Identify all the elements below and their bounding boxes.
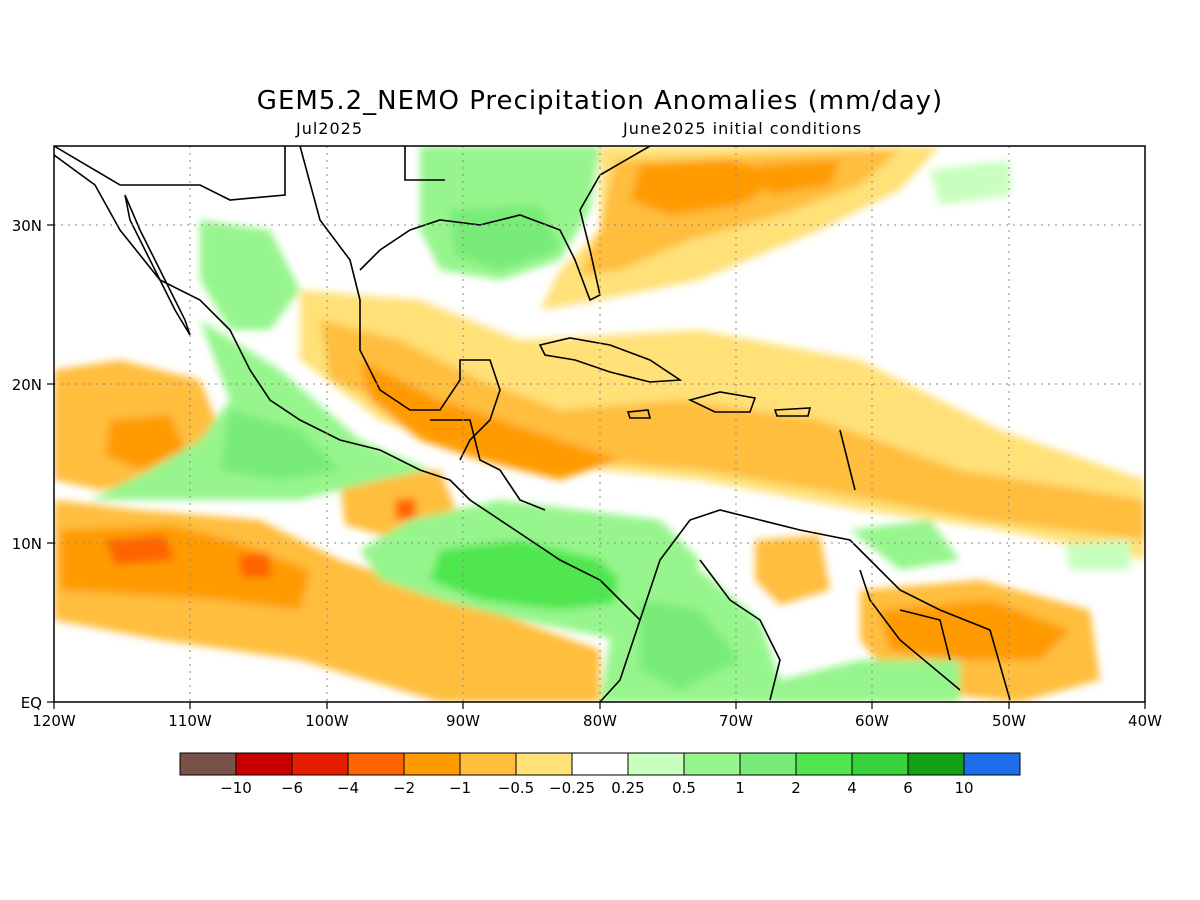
us-mexico-border: [54, 146, 445, 201]
colorbar-label: −0.25: [549, 779, 595, 797]
colorbar-label: 2: [791, 779, 801, 797]
atlantic-dry-max-2: [760, 160, 840, 195]
colorbar-swatch: [179, 752, 237, 776]
colorbar-label: −4: [337, 779, 359, 797]
us-gulf-coast: [359, 146, 651, 302]
pacific-wet-core: [220, 410, 340, 480]
colorbar-label: 4: [847, 779, 857, 797]
hispaniola: [687, 391, 757, 413]
colorbar-label: −0.5: [498, 779, 534, 797]
colorbar-label: 0.5: [672, 779, 696, 797]
lon-label-80w: 80W: [583, 712, 617, 730]
south-america-north-coast: [639, 509, 1011, 701]
lesser-antilles: [839, 429, 856, 491]
colorbar-label: −2: [393, 779, 415, 797]
caribbean-wet-east: [850, 520, 960, 570]
colorbar-swatch: [235, 752, 293, 776]
pacific-dry-max-1: [105, 535, 175, 565]
lon-label-70w: 70W: [719, 712, 753, 730]
valid-month-label: Jul2025: [296, 119, 364, 138]
colorbar-swatch: [963, 752, 1021, 776]
colorbar-swatch: [347, 752, 405, 776]
lon-label-120w: 120W: [32, 712, 76, 730]
atlantic-wet-patch-2: [1065, 540, 1130, 570]
colorbar-swatch: [683, 752, 741, 776]
lat-label-10n: 10N: [12, 535, 42, 553]
graticule: [54, 146, 1145, 702]
pacific-dry-max-2: [238, 552, 272, 578]
lon-label-60w: 60W: [855, 712, 889, 730]
initial-conditions-label: June2025 initial conditions: [623, 119, 863, 138]
colorbar-swatch: [571, 752, 629, 776]
colorbar-swatch: [459, 752, 517, 776]
central-america-wet-core: [430, 540, 640, 610]
colorbar-swatch: [403, 752, 461, 776]
colorbar: −10 −6 −4 −2 −1 −0.5 −0.25 0.25 0.5 1 2 4 6 10: [179, 752, 1021, 797]
cuba: [538, 337, 683, 383]
lat-label-20n: 20N: [12, 376, 42, 394]
colorbar-swatch: [515, 752, 573, 776]
mexico-pacific-coast: [54, 154, 641, 702]
colorbar-label: −1: [449, 779, 471, 797]
puerto-rico: [773, 407, 812, 417]
atlantic-dry-max: [630, 160, 790, 215]
colorbar-label: −10: [220, 779, 252, 797]
lon-label-40w: 40W: [1128, 712, 1162, 730]
lon-label-90w: 90W: [446, 712, 480, 730]
venezuela-dry: [755, 535, 830, 605]
lat-label-eq: EQ: [21, 694, 42, 712]
atlantic-wet-patch: [930, 160, 1010, 205]
lon-label-50w: 50W: [992, 712, 1026, 730]
colorbar-label: 0.25: [611, 779, 644, 797]
caribbean-dry-core: [320, 320, 1145, 540]
colorbar-swatch: [291, 752, 349, 776]
mexico-wet: [200, 220, 300, 330]
jamaica: [626, 409, 652, 419]
latitude-labels: 30N 20N 10N EQ: [12, 217, 42, 712]
pacific-dry-north-core: [105, 415, 185, 470]
guianas-dry-core: [880, 600, 1070, 660]
lon-label-100w: 100W: [305, 712, 349, 730]
lon-label-110w: 110W: [168, 712, 212, 730]
colorbar-swatch: [907, 752, 965, 776]
map-title: GEM5.2_NEMO Precipitation Anomalies (mm/…: [256, 86, 944, 116]
pacific-dry-offshore-max: [395, 498, 416, 520]
colorbar-label: 6: [903, 779, 913, 797]
lat-label-30n: 30N: [12, 217, 42, 235]
colorbar-swatch: [739, 752, 797, 776]
anomaly-field: [54, 146, 1145, 702]
gulf-wet-core: [450, 205, 560, 270]
colorbar-label: −6: [281, 779, 303, 797]
colorbar-label: 1: [735, 779, 745, 797]
pacific-wet-band: [90, 320, 430, 500]
tick-marks: [47, 224, 1146, 709]
longitude-labels: 120W 110W 100W 90W 80W 70W 60W 50W 40W: [32, 712, 1162, 730]
colorbar-label: 10: [954, 779, 973, 797]
south-america-borders: [699, 559, 961, 701]
colorbar-swatch: [627, 752, 685, 776]
colorbar-swatch: [851, 752, 909, 776]
colombia-wet-core: [640, 600, 740, 690]
gulf-coast: [299, 146, 501, 461]
colorbar-swatch: [795, 752, 853, 776]
